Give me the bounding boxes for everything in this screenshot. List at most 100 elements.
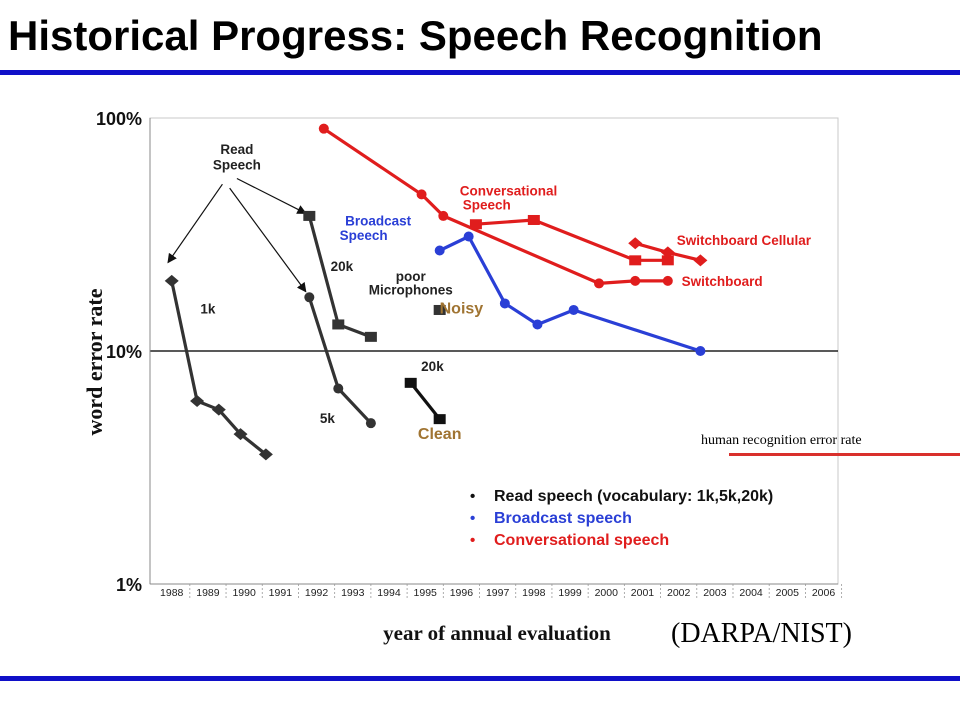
x-tick-label: 2002 [667, 587, 691, 599]
y-tick-label: 100% [96, 109, 142, 129]
data-point [568, 304, 579, 315]
chart-annotation: Noisy [440, 300, 484, 317]
legend-bullet: • [470, 532, 475, 549]
legend-bullet: • [470, 488, 475, 505]
data-point [629, 255, 642, 266]
chart-annotation: Clean [418, 426, 462, 443]
data-point [304, 292, 315, 303]
chart-annotation: 1k [200, 301, 216, 316]
data-point [433, 304, 446, 315]
y-axis-label: word error rate [82, 288, 107, 435]
data-point [527, 214, 540, 225]
data-point [463, 231, 474, 242]
x-tick-label: 2000 [595, 587, 619, 599]
chart-annotation: 5k [320, 411, 336, 426]
chart-legend: • Read speech (vocabulary: 1k,5k,20k) • Bro… [470, 488, 773, 549]
data-point [364, 331, 377, 342]
human-recognition-label: human recognition error rate [701, 433, 862, 448]
bottom-rule [0, 676, 960, 681]
chart-annotation: Conversational [460, 183, 558, 198]
data-point [695, 346, 706, 356]
data-point [532, 319, 543, 330]
data-point [594, 278, 605, 289]
x-tick-label: 2001 [631, 587, 655, 599]
y-tick-label: 1% [116, 575, 142, 595]
legend-entry: Read speech (vocabulary: 1k,5k,20k) [494, 488, 773, 505]
chart-annotation: Speech [463, 197, 511, 212]
x-tick-label: 1988 [160, 587, 184, 599]
data-point [164, 274, 179, 287]
chart-annotation: Switchboard [682, 274, 763, 289]
data-point [433, 414, 446, 425]
data-point [499, 298, 510, 309]
x-tick-labels: 1988 1989 1990 1991 1992 1993 1994 1995 1996 1997… [160, 584, 843, 599]
series-read [164, 274, 273, 461]
chart-annotation: Microphones [369, 282, 453, 297]
x-tick-label: 2005 [776, 587, 800, 599]
x-tick-label: 1991 [269, 587, 293, 599]
page-title: Historical Progress: Speech Recognition [8, 12, 823, 59]
chart-annotation: 20k [421, 359, 444, 374]
data-point [404, 377, 417, 388]
legend-bullet: • [470, 510, 475, 527]
data-point [365, 418, 376, 429]
series-read [404, 377, 446, 425]
series-line [409, 381, 441, 421]
data-point [318, 123, 329, 134]
chart-annotation: 20k [331, 259, 354, 274]
series-conversational [469, 214, 674, 266]
data-point [693, 254, 708, 267]
human-recognition-line [729, 453, 960, 456]
x-tick-label: 1990 [232, 587, 256, 599]
annotation-arrow [229, 187, 307, 293]
x-tick-label: 1999 [558, 587, 582, 599]
series-line [439, 234, 701, 353]
chart-annotation: Speech [340, 228, 388, 243]
annotation-arrows [167, 177, 307, 293]
series-read [303, 210, 377, 342]
legend-entry: Conversational speech [494, 532, 669, 549]
data-point [333, 383, 344, 394]
chart-annotations: ReadSpeech20k1k5k20kCleanNoisypoorMicrop… [200, 142, 811, 443]
x-axis-label: year of annual evaluation [383, 621, 611, 645]
series-line [475, 218, 668, 262]
data-point [662, 275, 673, 286]
x-tick-label: 2003 [703, 587, 727, 599]
x-tick-label: 1992 [305, 587, 329, 599]
chart-annotation: poor [396, 269, 427, 284]
x-tick-label: 1996 [450, 587, 474, 599]
data-point [438, 210, 449, 221]
y-tick-label: 10% [106, 342, 142, 362]
series-noisy [433, 304, 446, 315]
annotation-arrow [236, 177, 307, 214]
data-point [630, 275, 641, 286]
chart-annotation: Broadcast [345, 214, 412, 229]
data-point [416, 189, 427, 200]
series-conversational [318, 123, 673, 289]
x-tick-label: 2006 [812, 587, 836, 599]
series-line [322, 127, 668, 285]
data-point [628, 237, 643, 250]
data-point [332, 319, 345, 330]
top-rule [0, 70, 960, 75]
data-point [661, 255, 674, 266]
legend-entry: Broadcast speech [494, 510, 632, 527]
x-tick-label: 1997 [486, 587, 510, 599]
data-point [660, 246, 675, 259]
annotation-arrow [167, 183, 223, 264]
data-point [190, 395, 205, 408]
series-cellular [628, 237, 708, 267]
data-point [303, 210, 316, 221]
x-tick-label: 1989 [196, 587, 220, 599]
x-tick-label: 1998 [522, 587, 546, 599]
x-tick-label: 1995 [414, 587, 438, 599]
y-tick-labels: 1% 10% 100% [96, 109, 142, 595]
data-point [258, 448, 273, 461]
series-read [304, 292, 376, 429]
data-point [434, 245, 445, 256]
data-point [469, 219, 482, 230]
x-tick-label: 1994 [377, 587, 401, 599]
data-point [233, 428, 248, 441]
x-tick-label: 1993 [341, 587, 365, 599]
